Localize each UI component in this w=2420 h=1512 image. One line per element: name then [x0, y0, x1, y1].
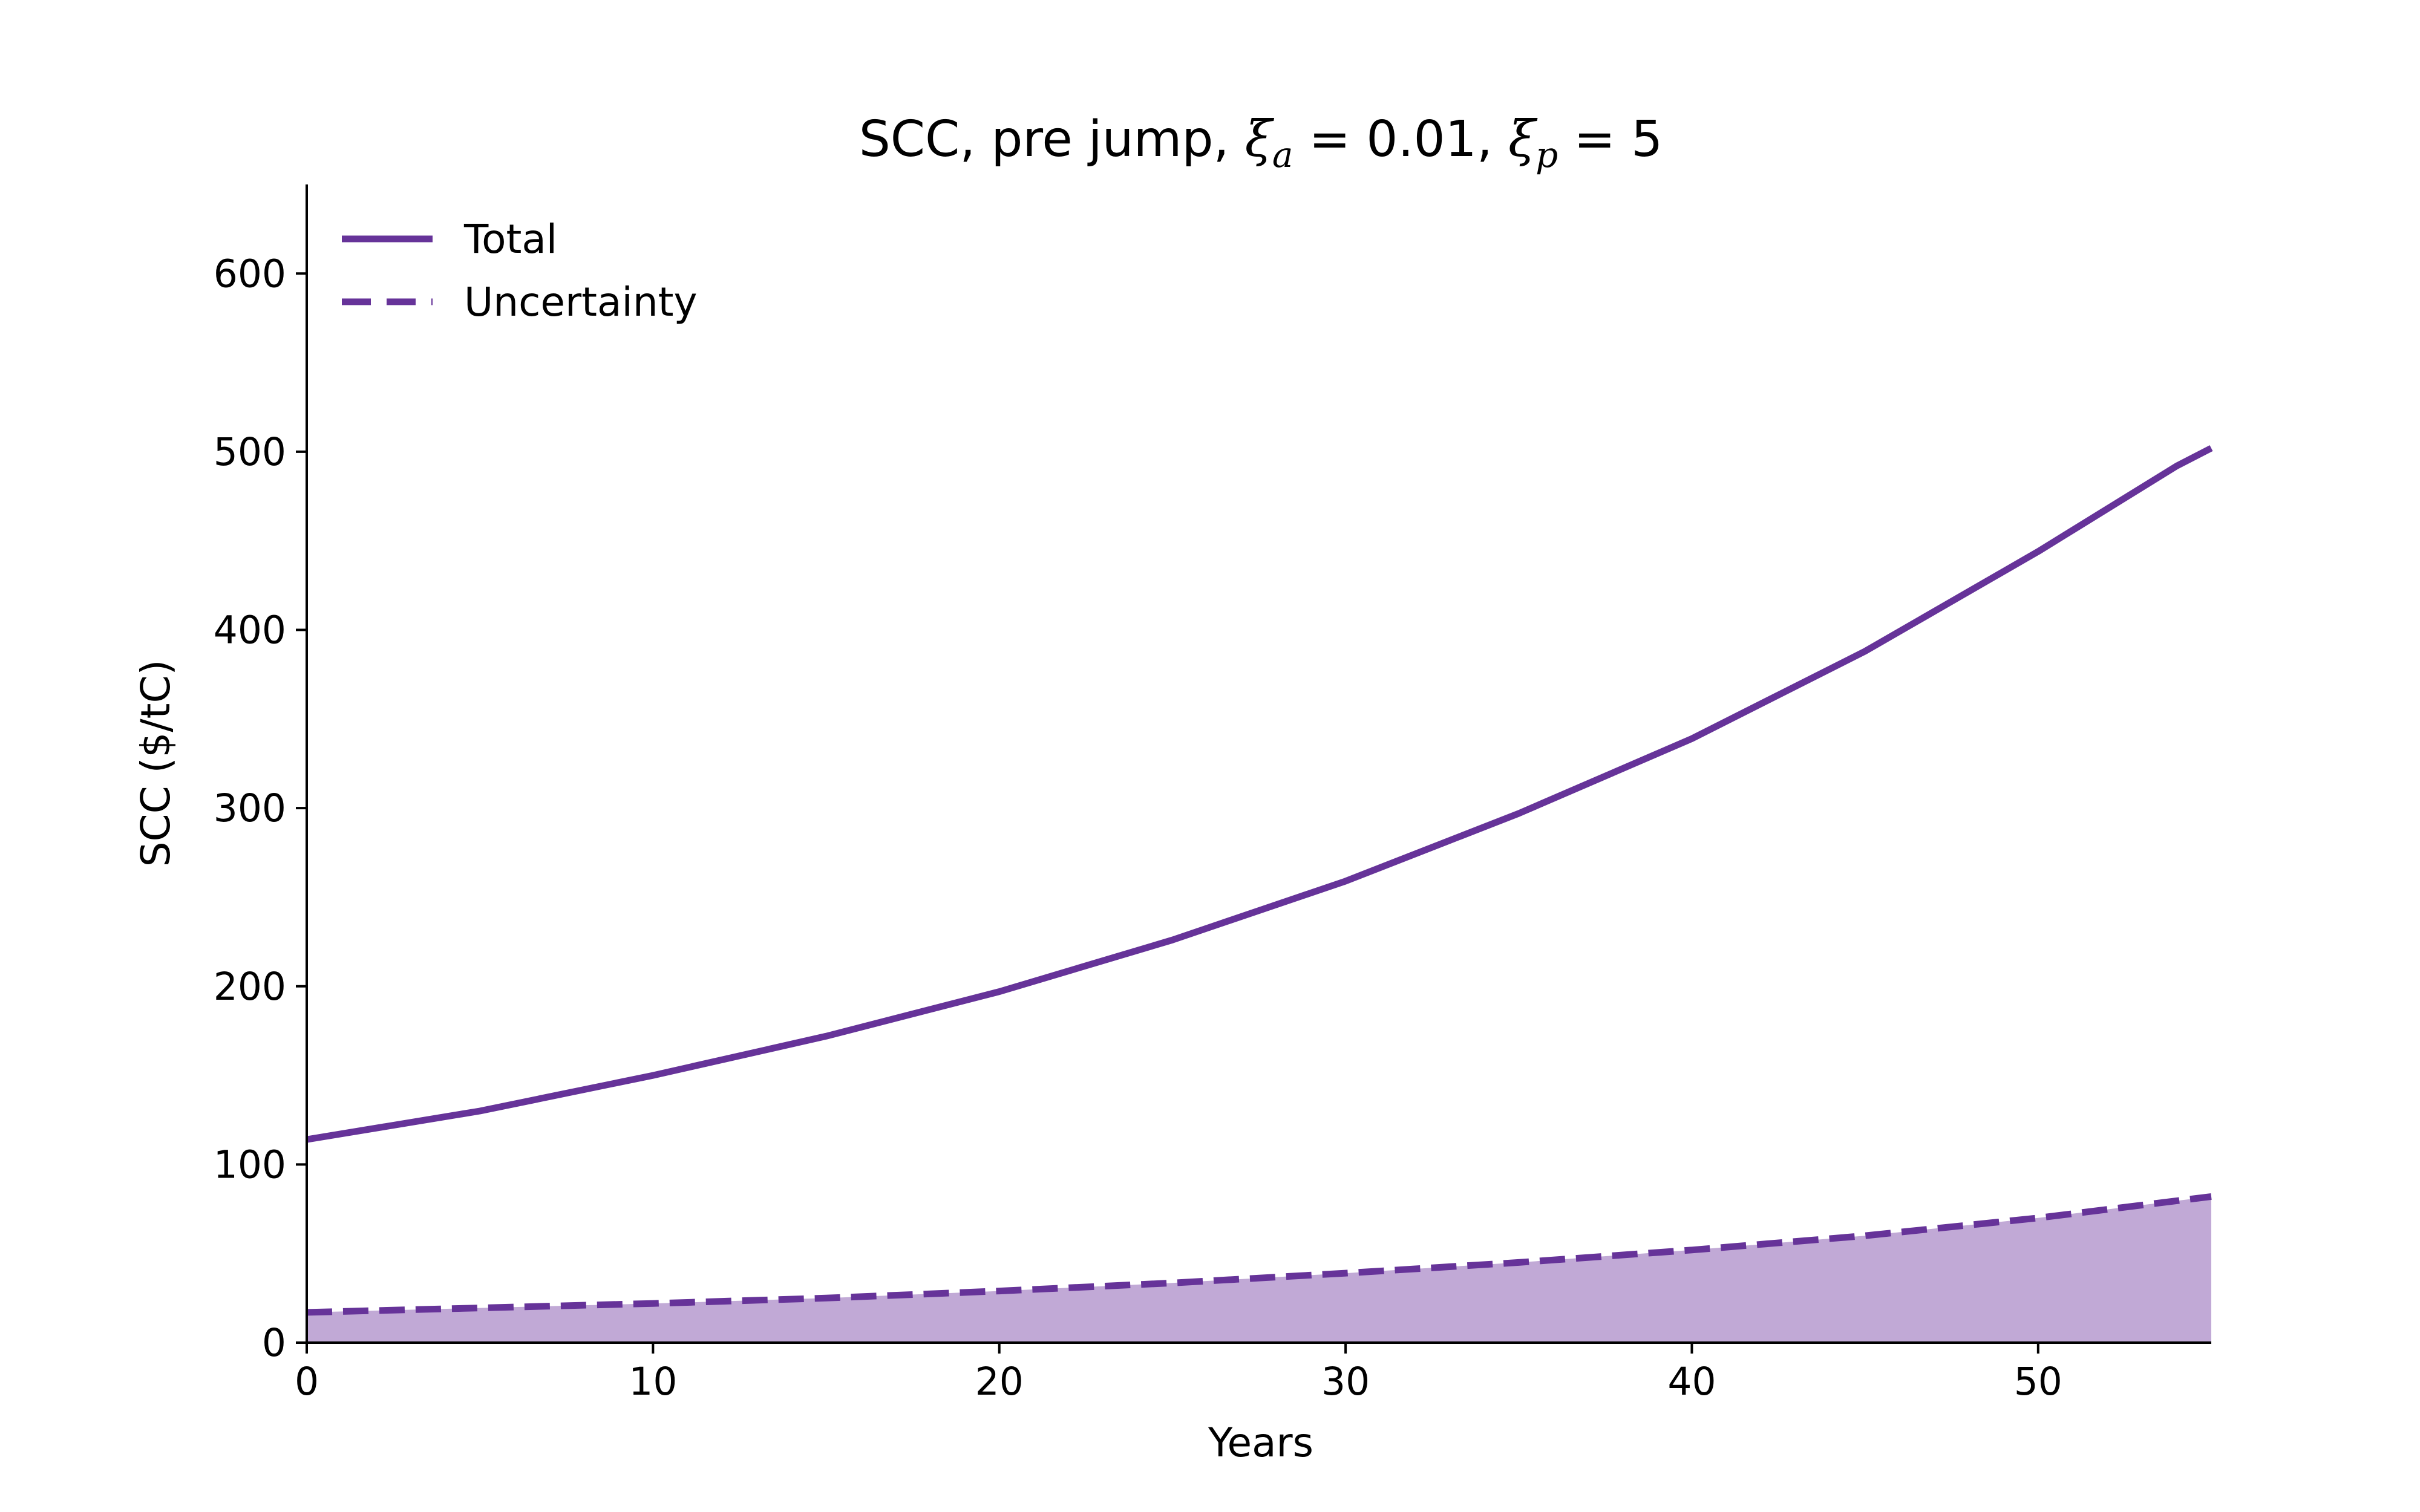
axes	[296, 184, 2211, 1354]
title-xi-p-symbol: ξ	[1508, 111, 1538, 168]
title-xi-a-value: = 0.01,	[1293, 111, 1508, 168]
x-tick-label: 20	[975, 1360, 1024, 1404]
y-tick-label: 400	[214, 608, 286, 653]
y-tick-label: 100	[214, 1142, 286, 1187]
x-tick-label: 40	[1667, 1360, 1716, 1404]
x-axis-label: Years	[1208, 1419, 1313, 1466]
y-tick-label: 0	[262, 1321, 286, 1365]
x-tick-label: 0	[295, 1360, 319, 1404]
chart-title: SCC, pre jump, ξa = 0.01, ξp = 5	[859, 111, 1663, 175]
legend: Total Uncertainty	[342, 216, 698, 325]
y-tick-label: 200	[214, 965, 286, 1009]
title-xi-p-subscript: p	[1535, 134, 1558, 175]
x-tick-label: 10	[629, 1360, 677, 1404]
title-xi-a-symbol: ξ	[1245, 111, 1275, 168]
total-line	[306, 445, 2213, 1143]
y-axis-label: SCC ($/tC)	[132, 660, 179, 867]
uncertainty-fill-area	[307, 1196, 2211, 1343]
x-tick-label: 30	[1321, 1360, 1370, 1404]
title-xi-p-value: = 5	[1558, 111, 1663, 168]
legend-total-label: Total	[463, 216, 557, 262]
x-tick-label: 50	[2014, 1360, 2062, 1404]
y-tick-label: 300	[214, 786, 286, 830]
uncertainty-line	[306, 1193, 2212, 1316]
title-prefix: SCC, pre jump,	[859, 111, 1245, 168]
y-tick-label: 500	[214, 430, 286, 474]
title-text: SCC, pre jump, ξa = 0.01, ξp = 5	[859, 111, 1663, 175]
title-xi-a-subscript: a	[1272, 134, 1293, 175]
legend-uncertainty-label: Uncertainty	[464, 279, 698, 325]
y-tick-label: 600	[214, 252, 286, 296]
uncertainty-area	[307, 1196, 2211, 1343]
series-lines	[306, 445, 2213, 1316]
